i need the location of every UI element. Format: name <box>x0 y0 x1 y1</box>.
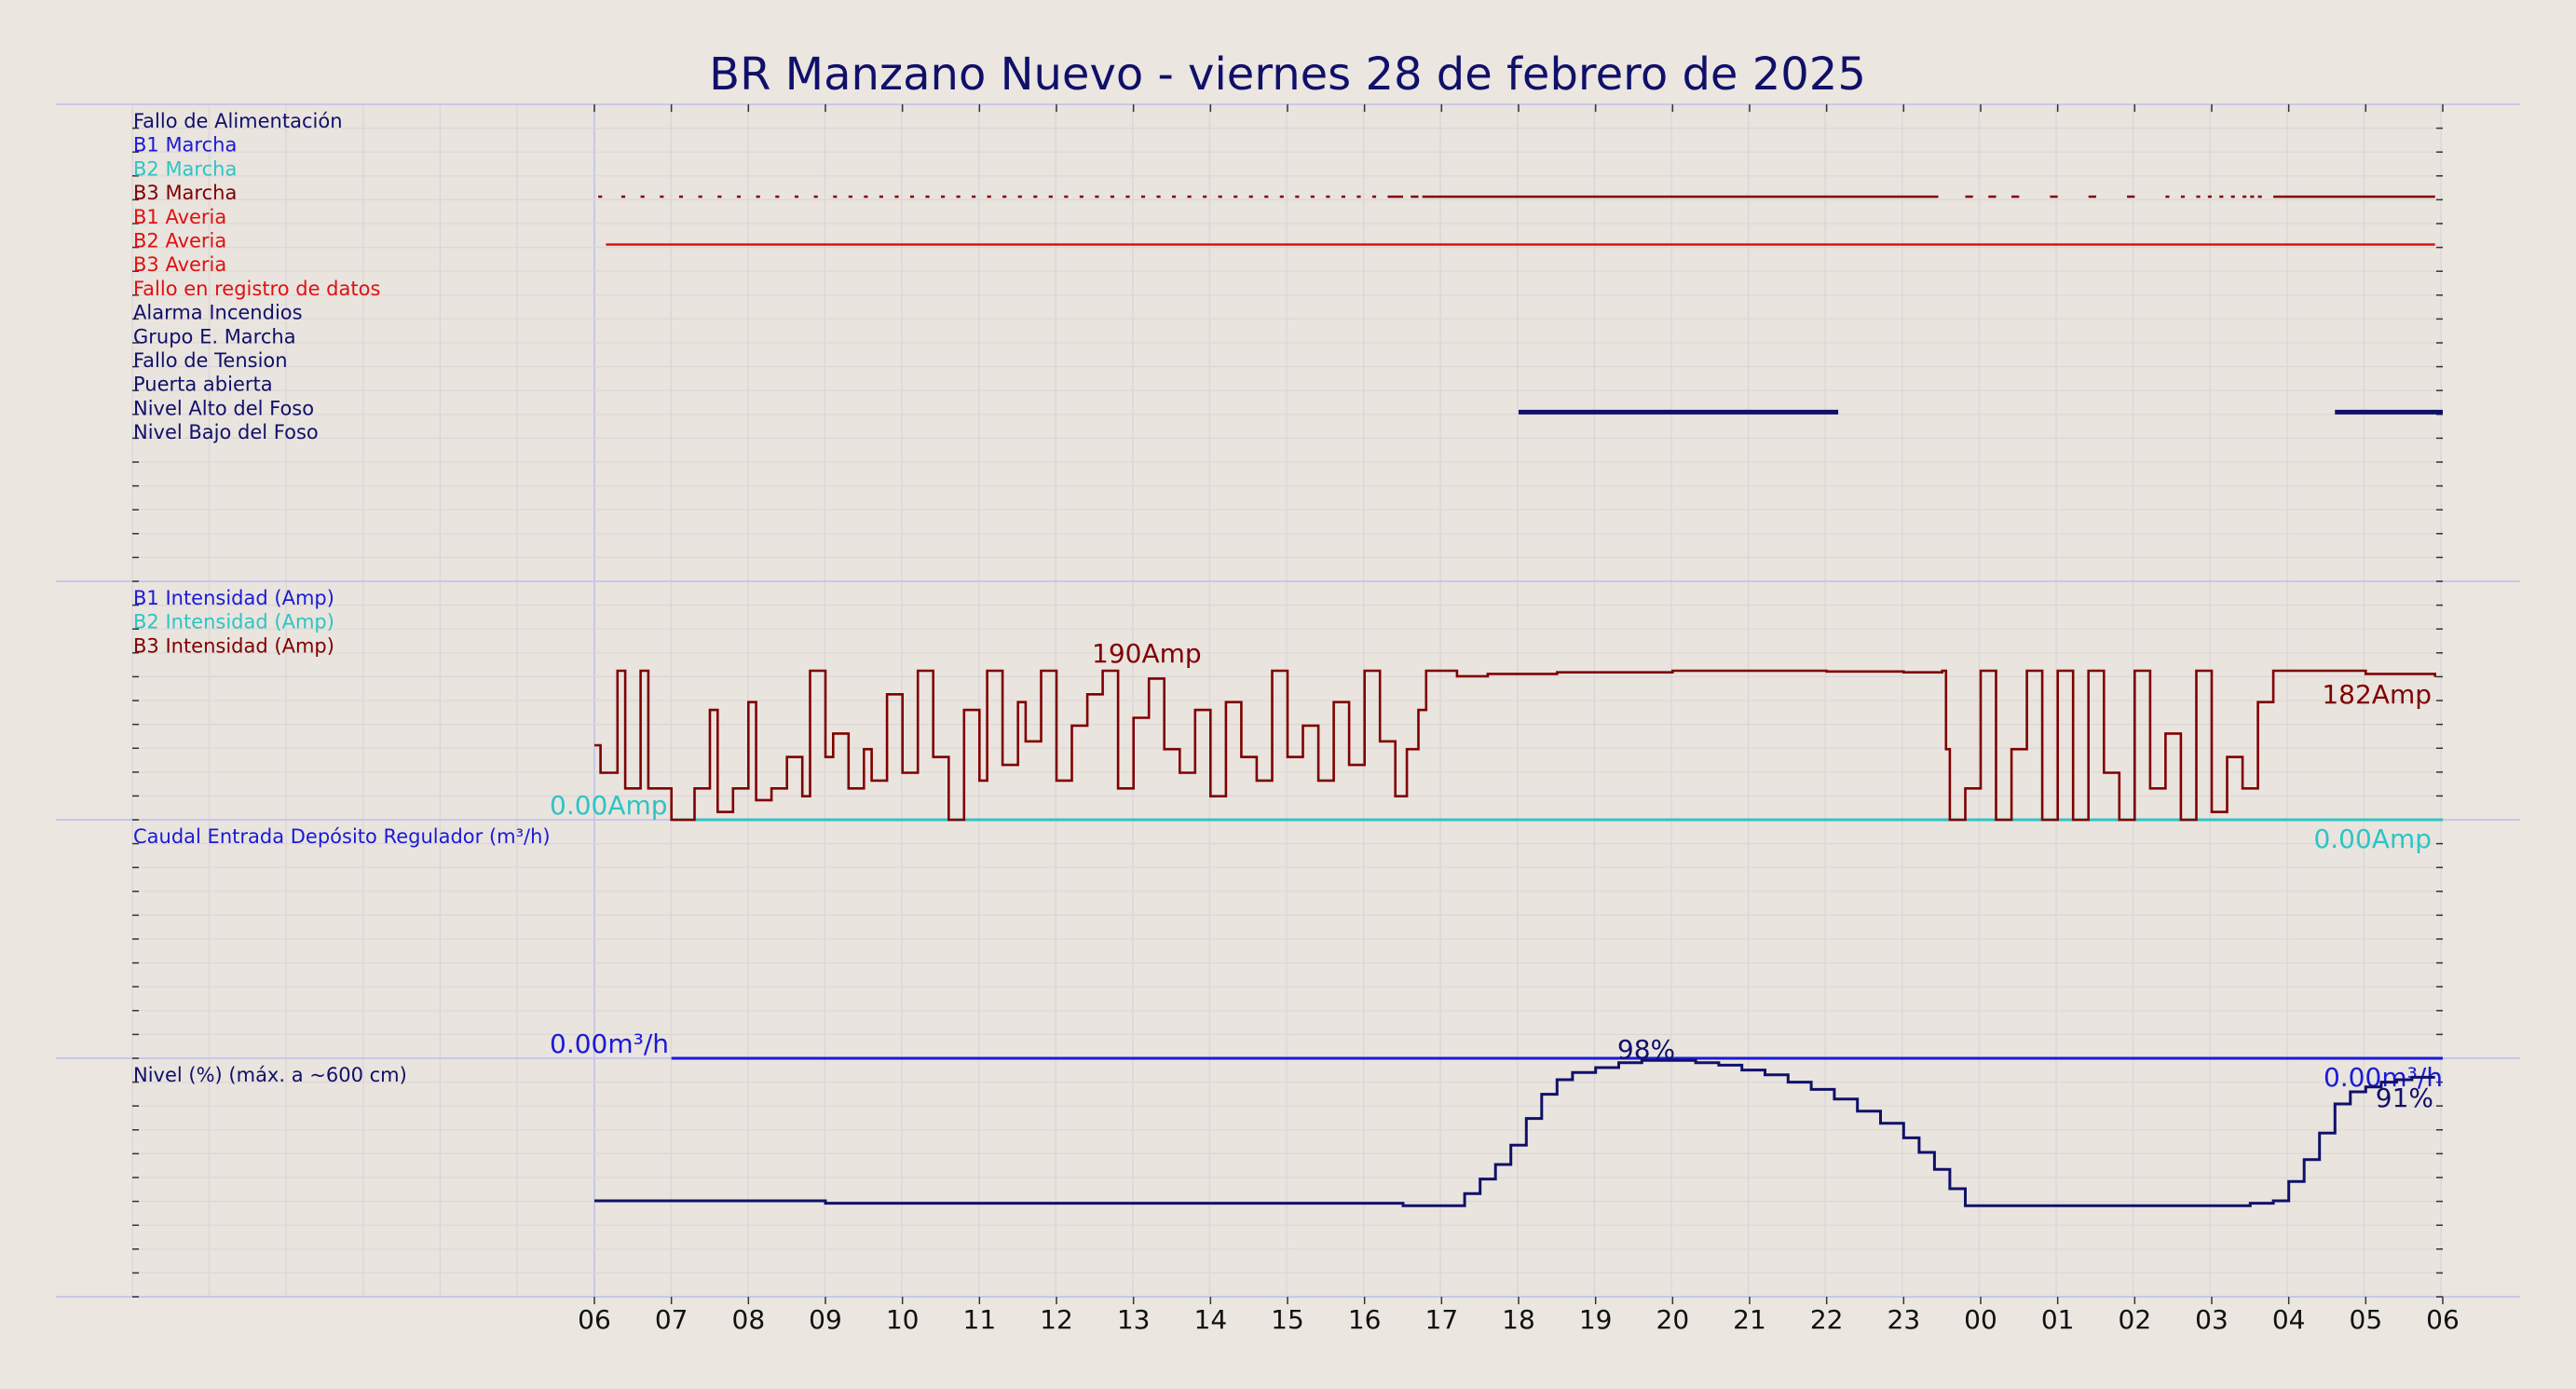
legend-label: Alarma Incendios <box>133 302 303 324</box>
legend-label: B2 Intensidad (Amp) <box>133 611 334 633</box>
legend-label: Caudal Entrada Depósito Regulador (m³/h) <box>133 825 551 848</box>
x-tick-label: 06 <box>578 1304 611 1335</box>
data-label: 182Amp <box>2322 679 2432 710</box>
x-tick-label: 08 <box>732 1304 766 1335</box>
legend-label: B1 Averia <box>133 206 226 228</box>
legend-label: Fallo de Tension <box>133 349 288 372</box>
chart-title: BR Manzano Nuevo - viernes 28 de febrero… <box>709 48 1866 101</box>
legend-label: Grupo E. Marcha <box>133 325 296 347</box>
x-axis: 06 07 08 09 10 11 12 13 14 15 16 17 18 19 20 21 22 23 00 01… <box>578 104 2460 1335</box>
data-label: 98% <box>1617 1034 1675 1065</box>
x-tick-label: 14 <box>1194 1304 1228 1335</box>
x-tick-label: 18 <box>1502 1304 1535 1335</box>
x-tick-label: 01 <box>2041 1304 2075 1335</box>
legend-label: B3 Intensidad (Amp) <box>133 634 334 657</box>
panel-intensidad: B1 Intensidad (Amp)B2 Intensidad (Amp)B3… <box>133 587 2443 854</box>
legend-label: Puerta abierta <box>133 374 273 396</box>
data-label: 190Amp <box>1092 638 1202 669</box>
data-label: 0.00m³/h <box>550 1028 669 1059</box>
legend-label: Fallo en registro de datos <box>133 278 380 300</box>
x-tick-label: 06 <box>2426 1304 2460 1335</box>
x-tick-label: 21 <box>1733 1304 1766 1335</box>
x-tick-label: 23 <box>1888 1304 1921 1335</box>
x-tick-label: 09 <box>809 1304 842 1335</box>
data-label: 0.00Amp <box>2313 824 2432 854</box>
legend-label: B1 Marcha <box>133 134 237 157</box>
legend-label: Nivel Bajo del Foso <box>133 421 319 443</box>
x-tick-label: 16 <box>1348 1304 1382 1335</box>
x-tick-label: 10 <box>886 1304 920 1335</box>
x-tick-label: 19 <box>1579 1304 1613 1335</box>
legend-label: Nivel (%) (máx. a ~600 cm) <box>133 1064 407 1086</box>
x-tick-label: 17 <box>1425 1304 1459 1335</box>
x-tick-label: 07 <box>655 1304 688 1335</box>
x-tick-label: 20 <box>1656 1304 1690 1335</box>
x-tick-label: 03 <box>2195 1304 2228 1335</box>
legend-label: B1 Intensidad (Amp) <box>133 587 334 609</box>
legend-label: B3 Marcha <box>133 182 237 204</box>
data-label: 0.00Amp <box>550 790 668 821</box>
x-tick-label: 22 <box>1810 1304 1844 1335</box>
x-tick-label: 02 <box>2119 1304 2152 1335</box>
legend-label: Nivel Alto del Foso <box>133 397 314 419</box>
legend-label: B2 Averia <box>133 230 226 252</box>
x-tick-label: 12 <box>1040 1304 1073 1335</box>
data-label: 91% <box>2376 1083 2433 1113</box>
series-line <box>594 669 2436 822</box>
legend-label: Fallo de Alimentación <box>133 110 343 132</box>
legend-label: B3 Averia <box>133 253 226 276</box>
x-tick-label: 11 <box>963 1304 997 1335</box>
legend-label: B2 Marcha <box>133 157 237 180</box>
x-tick-label: 04 <box>2272 1304 2306 1335</box>
x-tick-label: 05 <box>2350 1304 2383 1335</box>
x-tick-label: 15 <box>1271 1304 1304 1335</box>
x-tick-label: 13 <box>1117 1304 1151 1335</box>
x-tick-label: 00 <box>1964 1304 1997 1335</box>
series-line <box>594 1058 2435 1207</box>
panel-nivel: Nivel (%) (máx. a ~600 cm) 98% 91% <box>133 1034 2435 1207</box>
